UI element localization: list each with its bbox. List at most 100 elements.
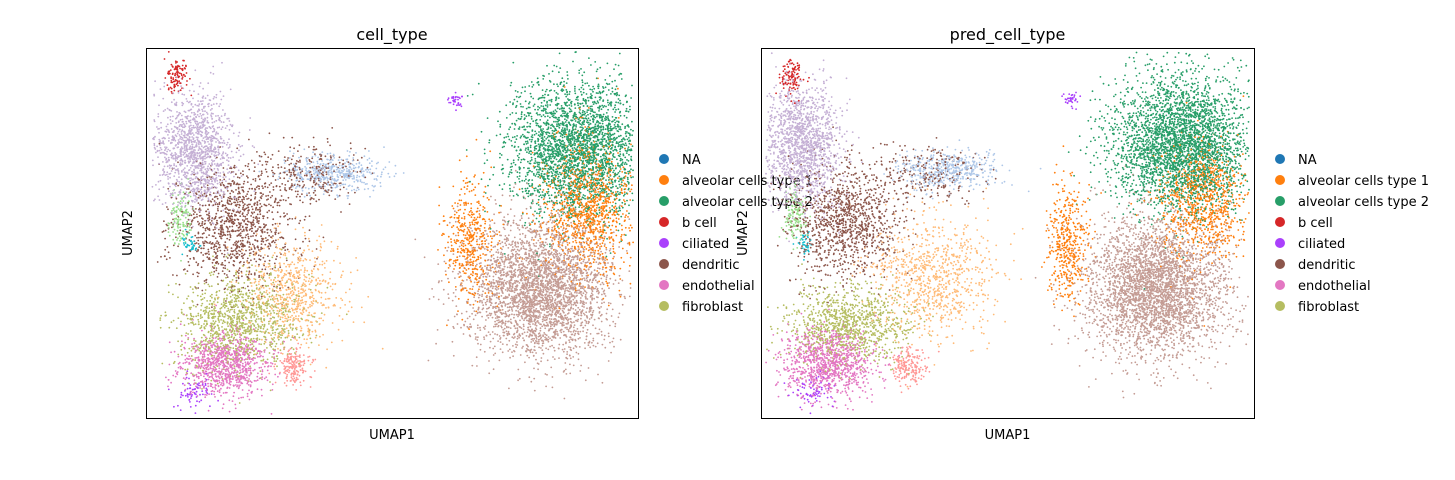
data-point bbox=[533, 273, 536, 276]
data-point bbox=[277, 232, 280, 235]
data-point bbox=[268, 295, 271, 298]
data-point bbox=[469, 288, 471, 290]
data-point bbox=[566, 316, 569, 319]
data-point bbox=[489, 150, 492, 153]
data-point bbox=[628, 142, 631, 145]
data-point bbox=[546, 106, 549, 108]
data-point bbox=[594, 123, 597, 126]
data-point bbox=[223, 299, 225, 301]
data-point bbox=[197, 356, 200, 359]
data-point bbox=[478, 209, 481, 212]
data-point bbox=[180, 114, 183, 117]
data-point bbox=[168, 341, 171, 344]
data-point bbox=[565, 240, 567, 242]
data-point bbox=[214, 298, 217, 301]
data-point bbox=[521, 282, 524, 285]
data-point bbox=[228, 372, 231, 374]
data-point bbox=[552, 166, 555, 169]
data-point bbox=[486, 197, 489, 199]
data-point bbox=[597, 101, 600, 104]
data-point bbox=[454, 295, 457, 298]
data-point bbox=[538, 163, 540, 166]
data-point bbox=[590, 93, 592, 95]
data-point bbox=[353, 176, 355, 179]
data-point bbox=[529, 231, 532, 234]
data-point bbox=[532, 120, 535, 123]
data-point bbox=[577, 99, 579, 101]
data-point bbox=[478, 288, 480, 291]
data-point bbox=[290, 307, 293, 310]
data-point bbox=[213, 121, 216, 123]
data-point bbox=[193, 337, 196, 340]
data-point bbox=[203, 244, 205, 247]
data-point bbox=[160, 126, 163, 129]
data-point bbox=[319, 163, 322, 166]
data-point bbox=[311, 197, 313, 200]
data-point bbox=[350, 189, 353, 192]
data-point bbox=[216, 126, 219, 129]
data-point bbox=[541, 145, 544, 147]
data-point bbox=[535, 340, 537, 342]
data-point bbox=[606, 274, 608, 277]
data-point bbox=[589, 302, 592, 305]
data-point bbox=[212, 103, 215, 105]
data-point bbox=[438, 204, 440, 207]
data-point bbox=[220, 303, 223, 305]
data-point bbox=[226, 168, 229, 171]
data-point bbox=[550, 366, 553, 369]
data-point bbox=[227, 196, 230, 199]
data-point bbox=[402, 172, 405, 174]
data-point bbox=[213, 200, 216, 202]
data-point bbox=[542, 138, 544, 141]
data-point bbox=[274, 363, 276, 366]
data-point bbox=[307, 237, 310, 240]
data-point bbox=[318, 235, 321, 238]
data-point bbox=[563, 200, 566, 203]
data-point bbox=[207, 208, 209, 211]
data-point bbox=[286, 248, 289, 251]
data-point bbox=[268, 310, 271, 312]
data-point bbox=[308, 146, 310, 148]
data-point bbox=[512, 345, 514, 347]
data-point bbox=[215, 309, 217, 312]
data-point bbox=[476, 207, 479, 210]
data-point bbox=[326, 286, 329, 289]
data-point bbox=[435, 342, 437, 345]
data-point bbox=[306, 192, 308, 195]
data-point bbox=[456, 205, 459, 208]
data-point bbox=[536, 342, 539, 345]
data-point bbox=[465, 269, 468, 271]
data-point bbox=[179, 409, 182, 411]
data-point bbox=[456, 256, 459, 259]
data-point bbox=[205, 378, 208, 381]
data-point bbox=[190, 349, 193, 352]
data-point bbox=[440, 280, 443, 282]
data-point bbox=[554, 291, 557, 294]
data-point bbox=[316, 239, 318, 242]
data-point bbox=[181, 367, 184, 370]
data-point bbox=[171, 65, 174, 68]
data-point bbox=[562, 227, 565, 229]
data-point bbox=[566, 230, 569, 232]
data-point bbox=[568, 341, 571, 343]
data-point bbox=[593, 255, 596, 258]
data-point bbox=[215, 304, 218, 307]
data-point bbox=[620, 205, 623, 208]
data-point bbox=[612, 337, 615, 340]
data-point bbox=[595, 177, 598, 180]
data-point bbox=[510, 81, 513, 84]
data-point bbox=[568, 90, 571, 93]
data-point bbox=[574, 206, 577, 209]
data-point bbox=[627, 181, 630, 184]
data-point bbox=[533, 271, 536, 274]
data-point bbox=[285, 199, 287, 202]
data-point bbox=[197, 375, 200, 378]
data-point bbox=[531, 328, 533, 331]
data-point bbox=[271, 307, 273, 310]
data-point bbox=[612, 243, 615, 245]
data-point bbox=[462, 333, 465, 335]
data-point bbox=[214, 226, 216, 229]
data-point bbox=[447, 235, 450, 238]
data-point bbox=[199, 387, 202, 389]
